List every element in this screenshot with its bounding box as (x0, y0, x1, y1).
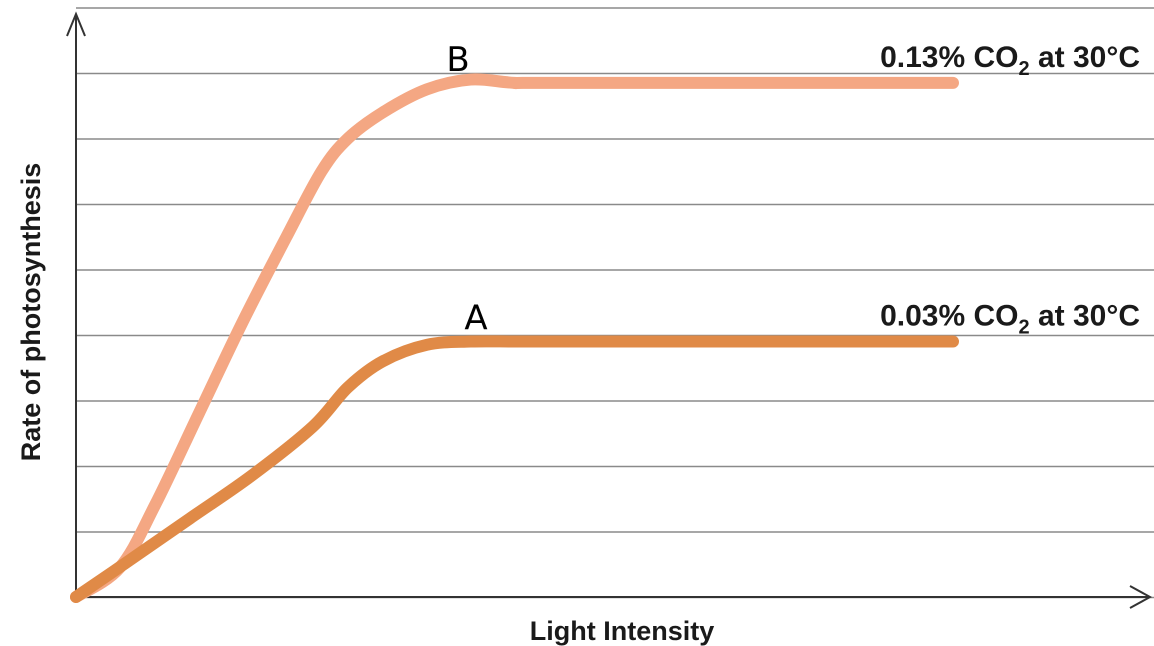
series-labels: 0.13% CO2 at 30°C B 0.03% CO2 at 30°C A (446, 40, 1140, 339)
series-marker-A: A (464, 299, 487, 339)
series-line-B (70, 73, 959, 603)
axes (66, 11, 1153, 609)
series-line-A (70, 335, 959, 603)
x-axis-label: Light Intensity (530, 616, 715, 646)
y-axis-arrow-icon (66, 11, 86, 37)
x-axis-arrow-icon (1129, 585, 1153, 609)
y-axis-label: Rate of photosynthesis (16, 163, 46, 462)
series-marker-B: B (446, 40, 469, 80)
series-label-A: 0.03% CO2 at 30°C (880, 300, 1140, 339)
series-lines (70, 73, 959, 603)
series-label-B: 0.13% CO2 at 30°C (880, 41, 1140, 80)
